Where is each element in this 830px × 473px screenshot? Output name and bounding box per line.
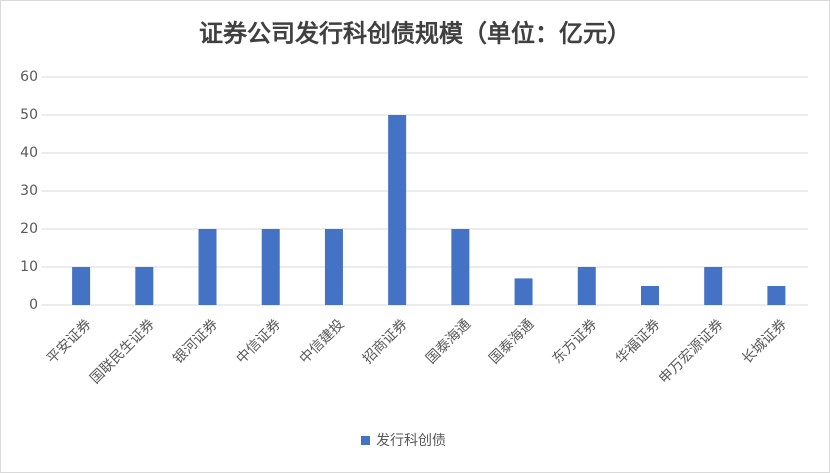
- bar: [324, 229, 343, 305]
- bar: [72, 267, 91, 305]
- y-tick-label: 40: [20, 145, 38, 161]
- bar: [388, 115, 407, 305]
- y-tick-label: 10: [20, 259, 38, 275]
- chart-title: 证券公司发行科创债规模（单位：亿元）: [199, 19, 631, 48]
- bar: [135, 267, 154, 305]
- bar: [514, 278, 533, 305]
- legend-label: 发行科创债: [376, 433, 446, 449]
- y-tick-label: 50: [20, 107, 38, 123]
- legend-swatch: [361, 436, 370, 445]
- bar: [704, 267, 723, 305]
- bar: [198, 229, 217, 305]
- y-tick-label: 0: [29, 297, 38, 313]
- y-tick-label: 60: [20, 69, 38, 85]
- bar: [451, 229, 470, 305]
- bar: [577, 267, 596, 305]
- bar: [767, 286, 786, 305]
- bar: [261, 229, 280, 305]
- y-tick-label: 20: [20, 221, 38, 237]
- y-tick-label: 30: [20, 183, 38, 199]
- bar: [640, 286, 659, 305]
